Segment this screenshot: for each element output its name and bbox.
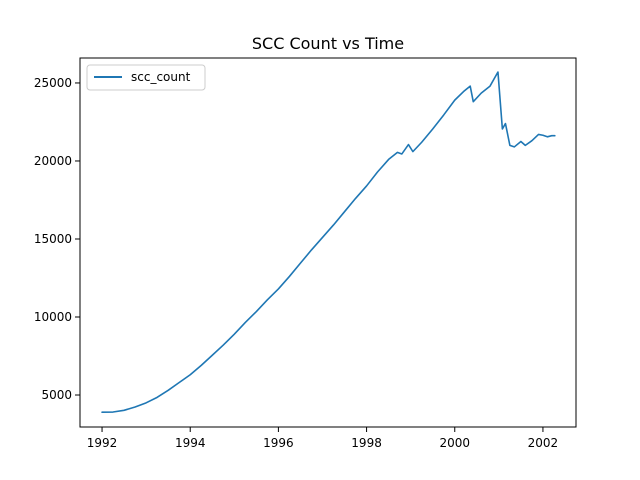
legend: scc_count (86, 64, 206, 91)
x-tick-label-1994: 1994 (175, 436, 206, 450)
x-axis: 1992 1994 1996 1998 2000 2002 (87, 427, 558, 450)
plot-background (80, 58, 576, 427)
y-tick-label-25000: 25000 (34, 76, 72, 90)
series-lines (101, 71, 556, 413)
y-tick-label-5000: 5000 (41, 388, 72, 402)
x-tick-label-2000: 2000 (439, 436, 470, 450)
y-tick-label-15000: 15000 (34, 232, 72, 246)
y-axis: 5000 10000 15000 20000 25000 (34, 76, 80, 402)
x-tick-label-1998: 1998 (351, 436, 382, 450)
axes-frame (79, 57, 577, 428)
x-tick-label-1992: 1992 (87, 436, 118, 450)
y-tick-label-10000: 10000 (34, 310, 72, 324)
series-line-scc-count (101, 71, 556, 413)
chart-title: SCC Count vs Time (252, 34, 404, 53)
x-tick-label-1996: 1996 (263, 436, 294, 450)
x-tick-label-2002: 2002 (528, 436, 559, 450)
y-tick-label-20000: 20000 (34, 154, 72, 168)
legend-label-scc-count: scc_count (131, 70, 191, 84)
plot-area (79, 57, 577, 428)
legend-box (86, 64, 206, 91)
